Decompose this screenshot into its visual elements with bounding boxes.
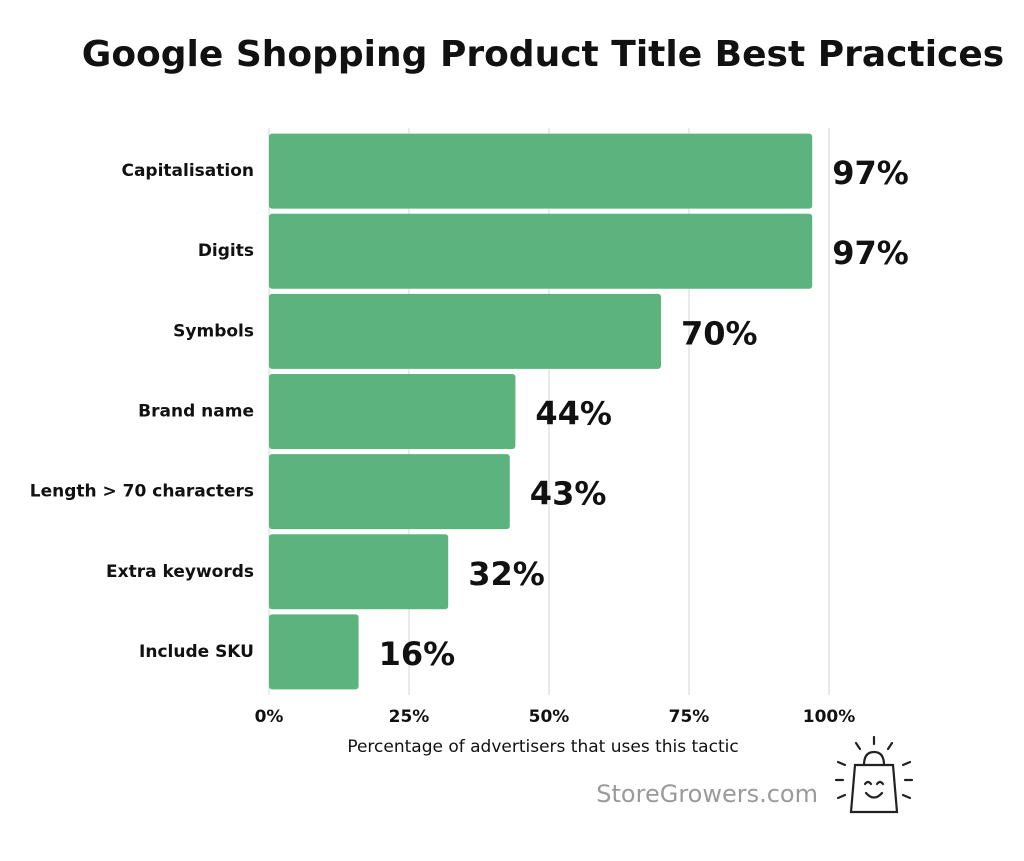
bar xyxy=(269,534,449,610)
y-tick-label: Capitalisation xyxy=(121,161,254,181)
x-tick-label: 50% xyxy=(529,707,570,727)
bar xyxy=(269,293,661,369)
bar xyxy=(269,133,813,209)
value-label: 70% xyxy=(681,314,758,352)
y-tick-label: Length > 70 characters xyxy=(30,482,254,502)
y-tick-label: Extra keywords xyxy=(106,562,254,582)
watermark: StoreGrowers.com xyxy=(596,780,818,808)
chart-title: Google Shopping Product Title Best Pract… xyxy=(82,34,1004,75)
x-tick-label: 75% xyxy=(669,707,710,727)
y-tick-label: Symbols xyxy=(173,321,254,341)
y-tick-label: Include SKU xyxy=(139,642,254,662)
value-label: 16% xyxy=(379,635,456,673)
value-label: 43% xyxy=(530,475,607,513)
value-label: 97% xyxy=(832,234,909,272)
y-tick-label: Digits xyxy=(198,241,254,261)
value-label: 97% xyxy=(832,154,909,192)
value-label: 44% xyxy=(535,395,612,433)
x-tick-label: 25% xyxy=(389,707,430,727)
bar xyxy=(269,614,359,690)
logo-icon xyxy=(834,735,914,814)
x-tick-label: 0% xyxy=(255,707,284,727)
x-axis-label: Percentage of advertisers that uses this… xyxy=(347,737,738,757)
bar xyxy=(269,454,510,530)
value-label: 32% xyxy=(468,555,545,593)
y-tick-label: Brand name xyxy=(138,402,254,422)
bar xyxy=(269,374,516,449)
x-tick-label: 100% xyxy=(803,707,856,727)
bar xyxy=(269,213,813,289)
